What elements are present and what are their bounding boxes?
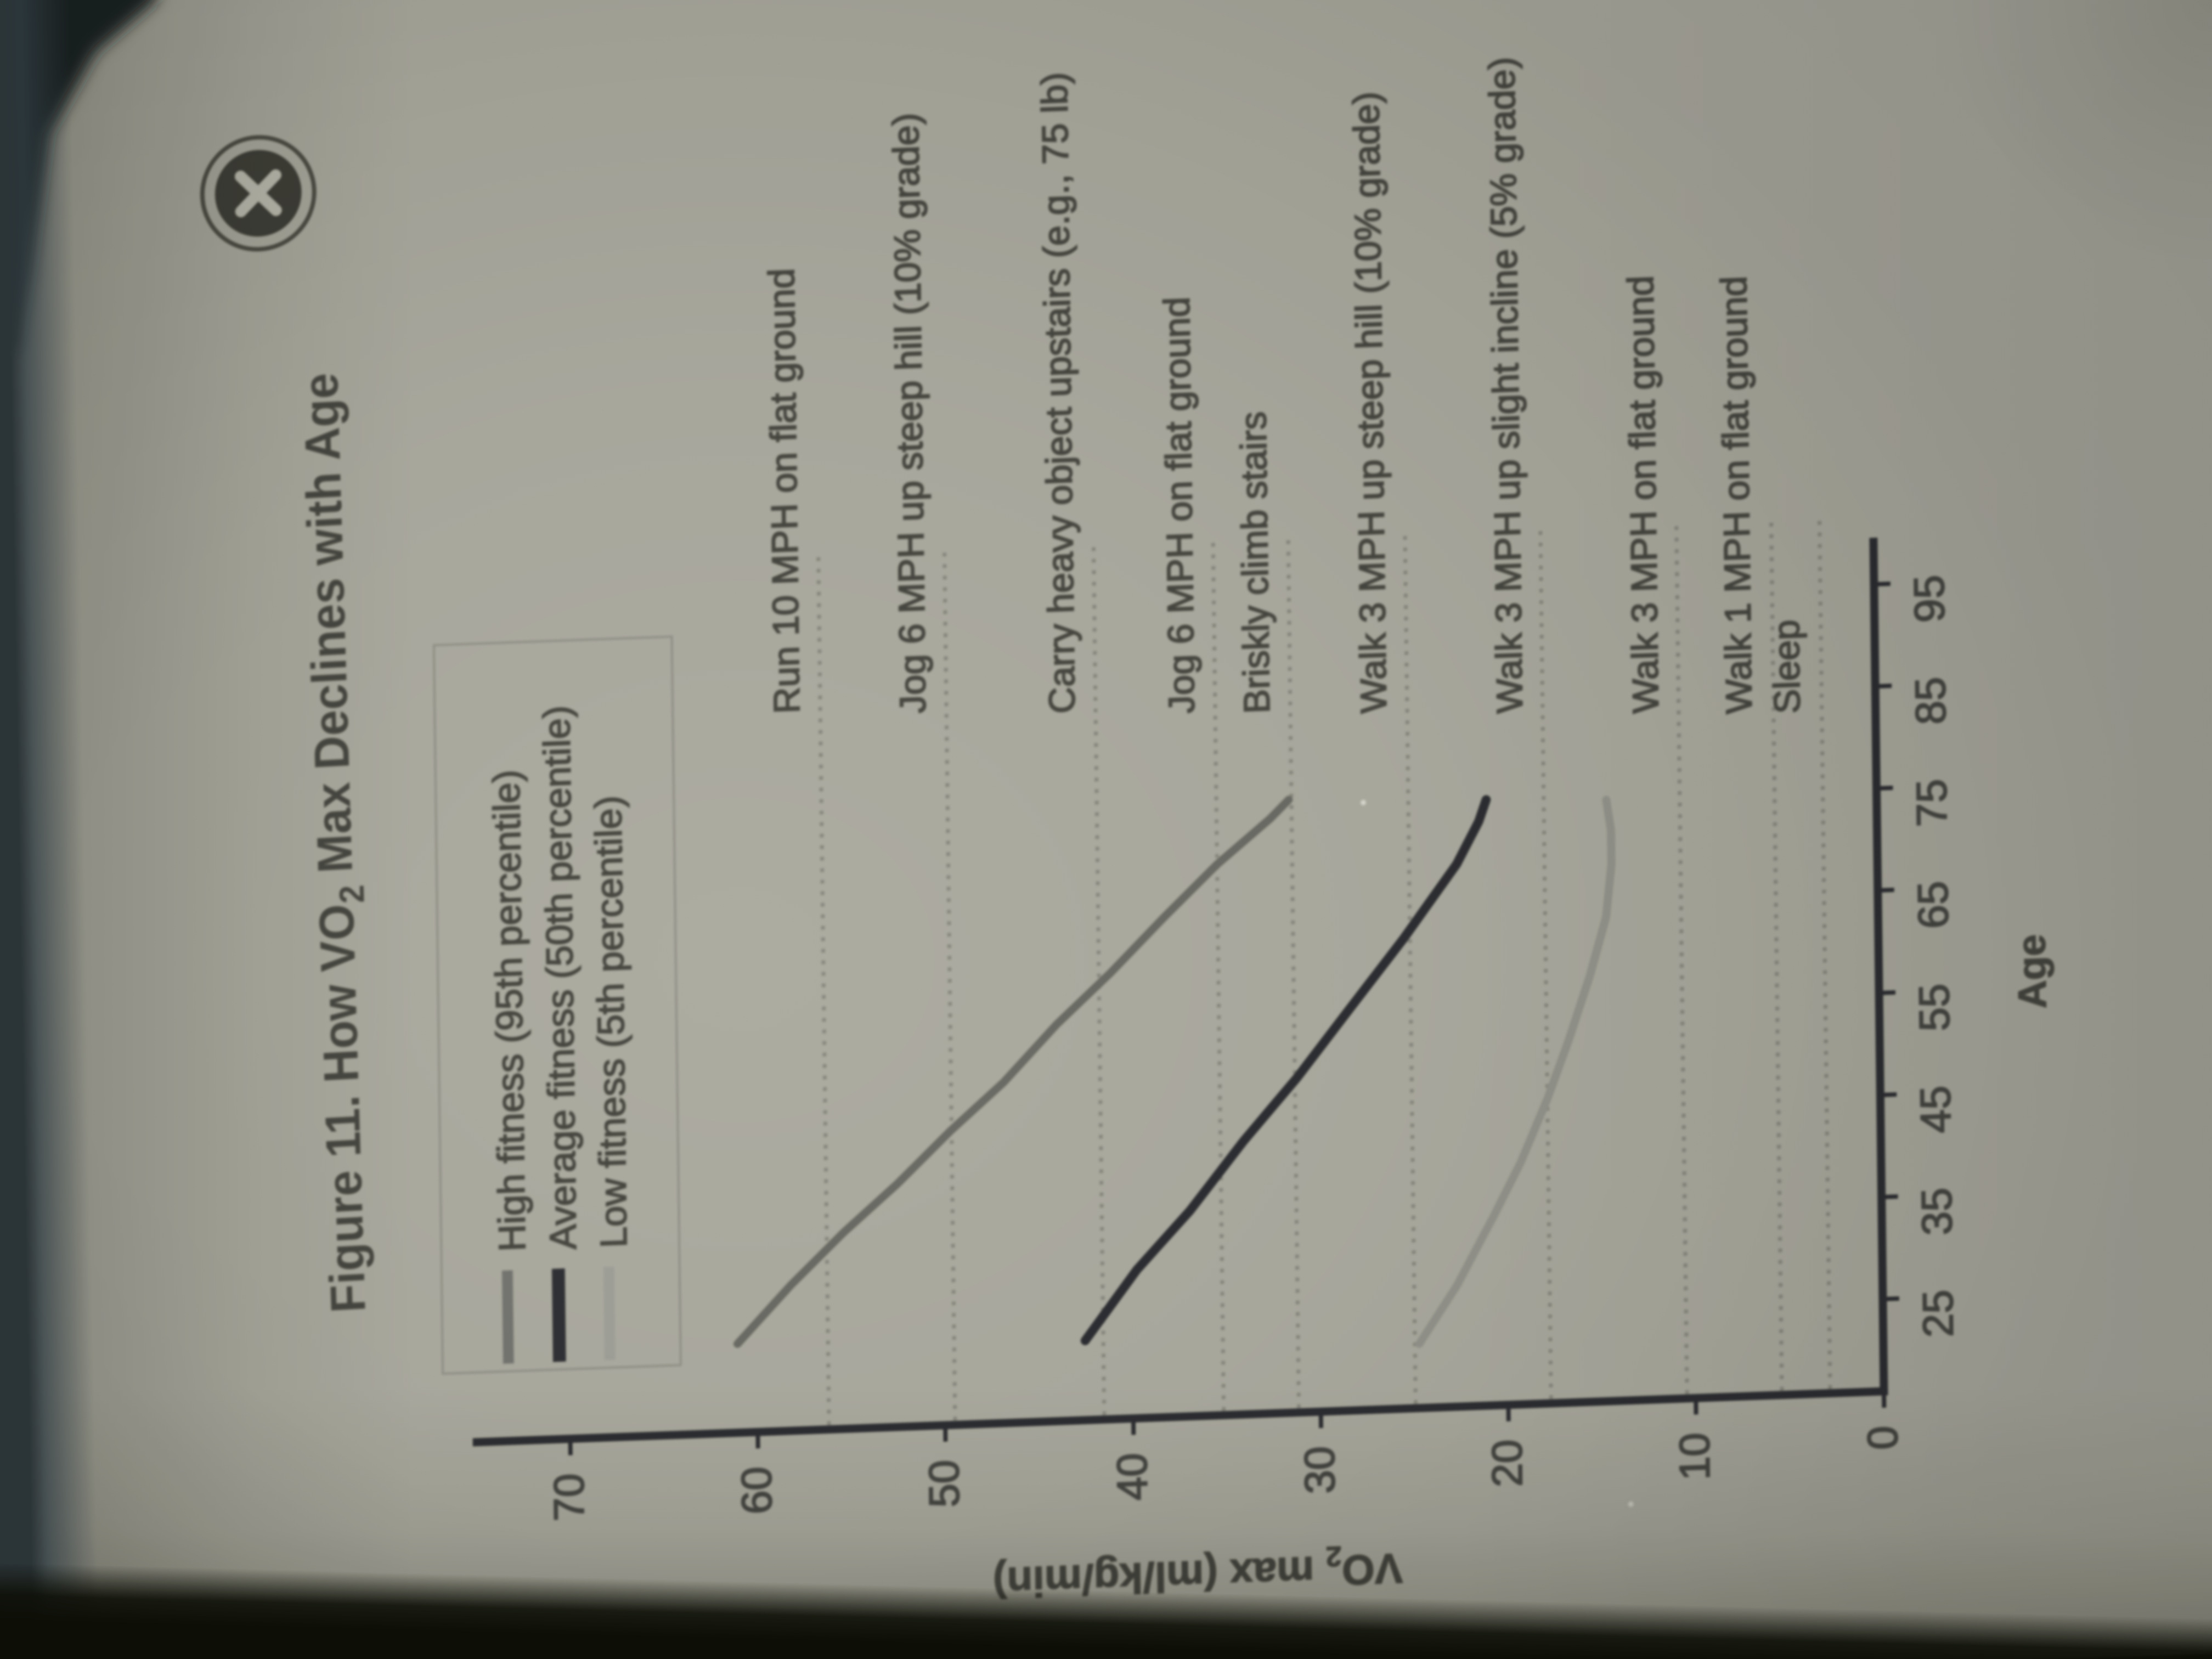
svg-text:Walk 3 MPH up steep hill (10%: Walk 3 MPH up steep hill (10% grade) (1346, 91, 1395, 714)
svg-text:70: 70 (544, 1472, 593, 1522)
svg-text:35: 35 (1912, 1187, 1961, 1236)
svg-text:Run 10 MPH on flat ground: Run 10 MPH on flat ground (761, 268, 808, 714)
svg-text:25: 25 (1914, 1289, 1962, 1338)
svg-text:High fitness (95th percentile): High fitness (95th percentile) (486, 769, 534, 1252)
svg-text:Walk 1 MPH on flat ground: Walk 1 MPH on flat ground (1713, 275, 1760, 715)
svg-text:Briskly climb stairs: Briskly climb stairs (1233, 411, 1278, 714)
svg-text:Carry heavy object upstairs (e: Carry heavy object upstairs (e.g., 75 lb… (1034, 71, 1083, 714)
svg-text:Low fitness (5th percentile): Low fitness (5th percentile) (587, 795, 635, 1249)
svg-text:0: 0 (1858, 1425, 1906, 1451)
svg-text:Sleep: Sleep (1766, 619, 1808, 714)
svg-text:45: 45 (1911, 1085, 1960, 1134)
svg-text:40: 40 (1108, 1452, 1156, 1502)
svg-text:75: 75 (1907, 778, 1956, 828)
svg-text:Figure 11. How VO2 Max Decline: Figure 11. How VO2 Max Declines with Age (294, 371, 384, 1314)
svg-text:60: 60 (732, 1466, 781, 1515)
svg-text:Walk 3 MPH up slight incline (: Walk 3 MPH up slight incline (5% grade) (1481, 57, 1531, 714)
svg-text:Jog 6 MPH up steep hill (10% g: Jog 6 MPH up steep hill (10% grade) (885, 112, 934, 714)
svg-text:85: 85 (1906, 676, 1955, 726)
svg-text:Jog 6 MPH on flat ground: Jog 6 MPH on flat ground (1156, 296, 1203, 714)
svg-text:Age: Age (2010, 933, 2055, 1009)
svg-text:55: 55 (1910, 983, 1959, 1032)
svg-text:30: 30 (1295, 1446, 1344, 1495)
svg-text:10: 10 (1670, 1432, 1719, 1481)
svg-text:65: 65 (1909, 880, 1957, 929)
svg-text:Average fitness (50th percenti: Average fitness (50th percentile) (535, 705, 584, 1251)
svg-text:20: 20 (1482, 1438, 1531, 1488)
svg-text:50: 50 (919, 1459, 968, 1508)
svg-text:95: 95 (1905, 574, 1954, 624)
svg-text:Walk 3 MPH on flat ground: Walk 3 MPH on flat ground (1620, 275, 1667, 714)
